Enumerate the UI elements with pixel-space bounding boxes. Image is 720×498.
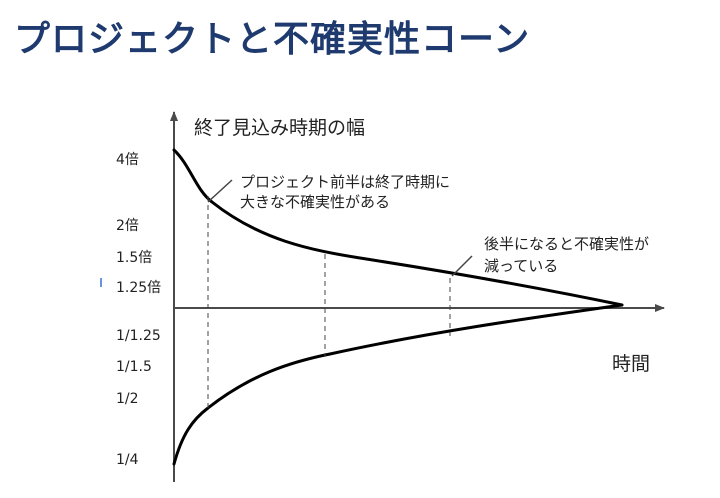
tick-label-1-over-4: 1/4 xyxy=(116,452,139,468)
annotation-early-line1: プロジェクト前半は終了時期に xyxy=(240,173,450,191)
tick-label-1-over-2: 1/2 xyxy=(116,391,139,407)
tick-label-1-25x: 1.25倍 xyxy=(116,280,161,296)
annotation-late-line2: 減っている xyxy=(484,257,558,275)
annotation-pointer-early xyxy=(207,179,233,203)
tick-label-1-over-1-25: 1/1.25 xyxy=(116,328,161,344)
y-axis-title: 終了見込み時期の幅 xyxy=(194,117,365,139)
page-title: プロジェクトと不確実性コーン xyxy=(14,19,531,60)
upper-cone-curve xyxy=(172,148,624,307)
tick-label-2x: 2倍 xyxy=(116,218,139,234)
tick-label-4x: 4倍 xyxy=(116,152,139,168)
annotation-late-line1: 後半になると不確実性が xyxy=(484,235,649,253)
annotation-early-line2: 大きな不確実性がある xyxy=(240,193,390,211)
tick-label-1-5x: 1.5倍 xyxy=(116,250,152,266)
lower-cone-curve xyxy=(172,303,624,466)
x-axis-title: 時間 xyxy=(612,353,650,375)
tick-label-1-over-1-5: 1/1.5 xyxy=(116,359,152,375)
annotation-pointer-late xyxy=(451,255,473,277)
